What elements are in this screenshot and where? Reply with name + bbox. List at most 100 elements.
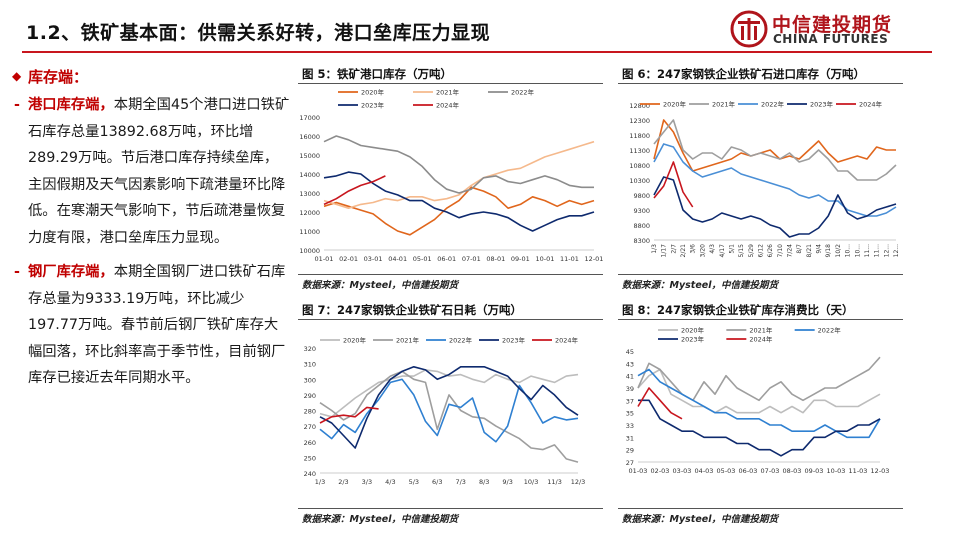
x-tick-label: 07-01 xyxy=(462,255,481,263)
x-tick-label: 5/3 xyxy=(409,478,419,486)
x-tick-label: 12/3 xyxy=(571,478,586,486)
x-tick-label: 05-01 xyxy=(413,255,432,263)
series-line-2021年 xyxy=(637,356,881,402)
y-tick-label: 250 xyxy=(304,454,316,462)
y-tick-label: 280 xyxy=(304,408,316,416)
y-tick-label: 11000 xyxy=(299,228,320,236)
x-tick-label: 10... xyxy=(845,244,852,257)
y-tick-label: 33 xyxy=(626,422,634,430)
series-line-2020年 xyxy=(323,186,595,236)
y-tick-label: 11800 xyxy=(629,132,650,140)
y-tick-label: 15000 xyxy=(299,152,320,160)
x-tick-label: 8/21 xyxy=(806,244,813,258)
legend-label: 2024年 xyxy=(555,336,579,345)
legend-label: 2024年 xyxy=(749,335,773,344)
x-tick-label: 7/10 xyxy=(777,244,784,258)
series-line-2022年 xyxy=(653,143,897,217)
x-tick-label: 3/20 xyxy=(699,244,706,258)
chart-svg: 240 250 260 270 280 290 300 310 320 1/3 2/3 3/3 4/3 5… xyxy=(304,336,586,487)
legend-label: 2021年 xyxy=(712,100,736,109)
x-tick-label: 09-03 xyxy=(805,467,824,475)
y-tick-label: 8800 xyxy=(633,222,650,230)
legend-label: 2024年 xyxy=(859,100,883,109)
x-tick-label: 1/17 xyxy=(661,244,668,258)
x-tick-label: 4/17 xyxy=(719,244,726,258)
x-tick-label: 11-03 xyxy=(849,467,868,475)
series-line-2023年 xyxy=(638,399,881,457)
series-line-2022年 xyxy=(319,378,579,443)
y-tick-label: 320 xyxy=(304,345,316,353)
legend-label: 2020年 xyxy=(343,336,367,345)
x-tick-label: 02-03 xyxy=(651,467,670,475)
mill-inventory-text: 本期全国钢厂进口铁矿石库存总量为9333.19万吨，环比减少197.77万吨。春… xyxy=(28,264,286,386)
x-tick-label: 12... xyxy=(883,244,890,257)
series-line-2020年 xyxy=(319,369,579,418)
chart-svg: 10000 11000 12000 13000 14000 15000 16000 17000… xyxy=(299,88,603,264)
x-tick-label: 10-03 xyxy=(827,467,846,475)
legend-label: 2021年 xyxy=(396,336,420,345)
legend-label: 2021年 xyxy=(436,88,460,97)
port-inventory-text: 本期全国45个港口进口铁矿石库存总量13892.68万吨，环比增289.29万吨… xyxy=(28,97,290,246)
y-tick-label: 41 xyxy=(626,373,634,381)
x-tick-label: 11... xyxy=(874,244,881,257)
dash-bullet: - xyxy=(14,264,20,280)
x-tick-label: 8/7 xyxy=(796,244,803,254)
y-tick-label: 11300 xyxy=(629,147,650,155)
chart-svg: 8300 8800 9300 9800 10300 10800 11300 11800 1230… xyxy=(629,100,900,258)
y-tick-label: 260 xyxy=(304,439,316,447)
y-tick-label: 35 xyxy=(626,410,634,418)
legend-label: 2022年 xyxy=(761,100,785,109)
mill-inventory-heading: 钢厂库存端， xyxy=(28,264,114,280)
legend-label: 2023年 xyxy=(361,101,385,110)
x-tick-label: 10/3 xyxy=(524,478,539,486)
y-tick-label: 9800 xyxy=(633,192,650,200)
y-tick-label: 31 xyxy=(626,434,634,442)
x-tick-label: 02-01 xyxy=(339,255,358,263)
series-line-2023年 xyxy=(319,365,579,449)
x-tick-label: 6/12 xyxy=(757,244,764,258)
x-tick-label: 5/15 xyxy=(738,244,745,258)
series-line-2022年 xyxy=(323,135,594,194)
x-tick-label: 6/26 xyxy=(767,244,774,258)
x-tick-label: 12... xyxy=(893,244,900,257)
series-line-2023年 xyxy=(653,176,897,238)
series-line-2024年 xyxy=(319,406,379,424)
x-tick-label: 5/29 xyxy=(748,244,755,258)
x-tick-label: 10-01 xyxy=(535,255,554,263)
x-tick-label: 2/3 xyxy=(338,478,348,486)
x-tick-label: 1/3 xyxy=(651,244,658,254)
chart-source: 数据来源：Mysteel，中信建投期货 xyxy=(622,280,778,291)
x-tick-label: 03-01 xyxy=(364,255,383,263)
y-tick-label: 10000 xyxy=(299,247,320,255)
y-tick-label: 10800 xyxy=(629,162,650,170)
chart-title: 图 6：247家钢铁企业铁矿石进口库存（万吨） xyxy=(622,67,866,81)
chart-title: 图 8：247家钢铁企业铁矿库存消费比（天） xyxy=(622,303,854,317)
legend-label: 2023年 xyxy=(681,335,705,344)
x-tick-label: 10/2 xyxy=(835,244,842,258)
commentary-column: ◆ 库存端： - 港口库存端，本期全国45个港口进口铁矿石库存总量13892.6… xyxy=(12,66,290,392)
chart-mill-inventory: 图 6：247家钢铁企业铁矿石进口库存（万吨） 8300 8800 9300 9800… xyxy=(618,66,903,291)
logo-text-en: CHINA FUTURES xyxy=(773,32,889,46)
legend-label: 2024年 xyxy=(436,101,460,110)
x-tick-label: 9/18 xyxy=(825,244,832,258)
x-tick-label: 5/1 xyxy=(728,244,735,254)
chart-top-rule xyxy=(298,83,603,84)
x-tick-label: 12-03 xyxy=(871,467,890,475)
legend-label: 2020年 xyxy=(663,100,687,109)
series-line-2022年 xyxy=(637,368,881,439)
series-line-2020年 xyxy=(653,119,896,172)
chart-bottom-rule xyxy=(298,274,603,275)
y-tick-label: 9300 xyxy=(633,207,650,215)
port-inventory-heading: 港口库存端， xyxy=(28,97,114,113)
legend-label: 2022年 xyxy=(449,336,473,345)
x-tick-label: 6/3 xyxy=(432,478,442,486)
x-tick-label: 08-03 xyxy=(783,467,802,475)
y-tick-label: 16000 xyxy=(299,133,320,141)
logo-text-cn: 中信建投期货 xyxy=(772,14,893,36)
y-tick-label: 12300 xyxy=(629,117,650,125)
x-tick-label: 8/3 xyxy=(479,478,489,486)
series-line-2021年 xyxy=(653,119,897,181)
chart-port-inventory: 图 5：铁矿港口库存（万吨） 10000 11000 12000 13000 14000… xyxy=(298,66,603,291)
legend-label: 2023年 xyxy=(810,100,834,109)
x-tick-label: 06-03 xyxy=(739,467,758,475)
